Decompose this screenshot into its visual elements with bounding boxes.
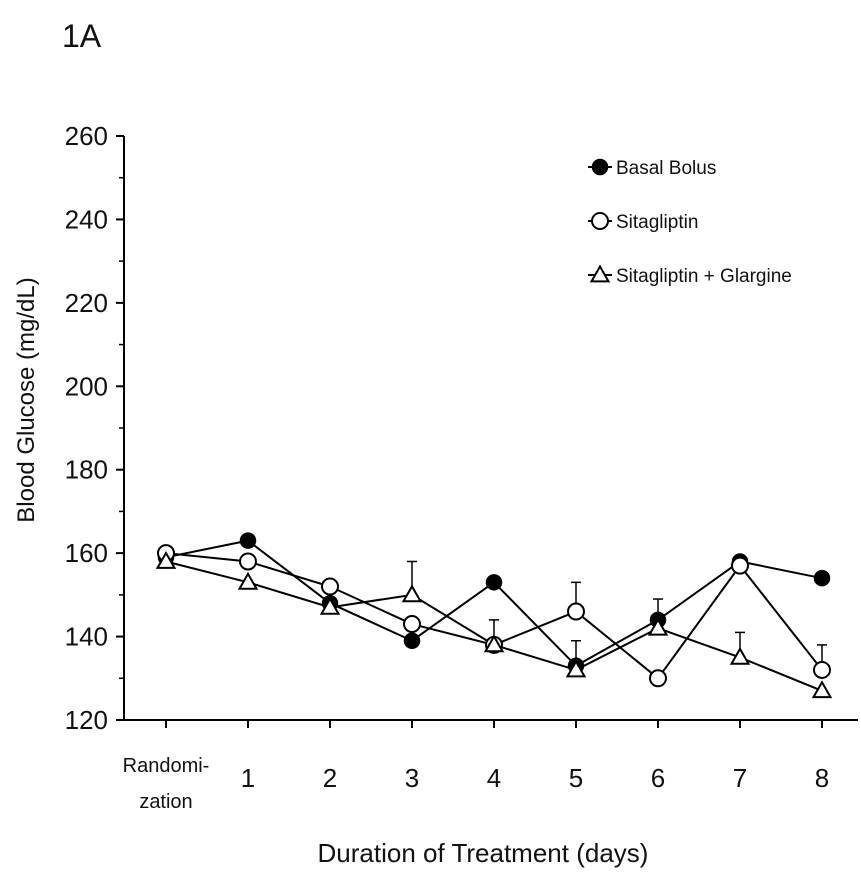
- data-point-0: [403, 632, 421, 649]
- data-point-2: [565, 659, 587, 678]
- data-point-2: [401, 584, 423, 603]
- data-point-1: [567, 602, 585, 621]
- data-point-1: [321, 577, 339, 596]
- data-point-2: [319, 596, 341, 615]
- y-tick-label: 180: [65, 455, 108, 485]
- x-tick-label-line: Randomi-: [123, 755, 210, 777]
- data-point-1: [403, 615, 421, 634]
- y-tick-label: 140: [65, 622, 108, 652]
- legend-marker: [591, 158, 609, 176]
- x-tick-label: 5: [569, 763, 583, 793]
- y-tick-label: 260: [65, 121, 108, 151]
- x-tick-label-line: zation: [139, 791, 192, 813]
- data-point-2: [647, 617, 669, 636]
- data-point-2: [483, 634, 505, 653]
- legend-label: Sitagliptin + Glargine: [616, 266, 792, 287]
- data-point-0: [813, 569, 831, 587]
- legend-marker: [589, 264, 611, 283]
- data-point-1: [731, 556, 749, 575]
- data-point-1: [813, 660, 831, 679]
- y-axis-label: Blood Glucose (mg/dL): [13, 277, 40, 522]
- legend: Basal Bolus Sitagliptin Sitagliptin + Glar…: [588, 158, 792, 287]
- panel-label: 1A: [62, 18, 102, 54]
- data-point-0: [485, 574, 503, 591]
- x-tick-label: 3: [405, 763, 419, 793]
- legend-label: Sitagliptin: [616, 212, 698, 233]
- data-point-1: [239, 552, 257, 571]
- y-ticks: 120 140 160 180 200 220 240 260: [65, 121, 124, 735]
- y-tick-label: 160: [65, 538, 108, 568]
- y-tick-label: 200: [65, 371, 108, 401]
- x-axis-label: Duration of Treatment (days): [318, 838, 649, 868]
- data-point-2: [811, 680, 833, 699]
- y-tick-label: 220: [65, 288, 108, 318]
- series-markers: [155, 532, 833, 699]
- x-tick-label: Randomi-zation: [123, 755, 210, 813]
- data-point-2: [729, 646, 751, 665]
- legend-marker: [591, 212, 609, 230]
- x-ticks: Randomi-zation 1 2 3 4 5 6 7 8: [123, 720, 829, 813]
- data-point-2: [155, 550, 177, 569]
- error-bars: [407, 560, 827, 670]
- data-point-0: [239, 532, 257, 549]
- data-point-1: [649, 669, 667, 688]
- x-tick-label: 6: [651, 763, 665, 793]
- y-tick-label: 120: [65, 705, 108, 735]
- y-tick-label: 240: [65, 204, 108, 234]
- x-tick-label: 2: [323, 763, 337, 793]
- series-line-1: [165, 552, 823, 680]
- series-lines: [165, 539, 823, 692]
- x-tick-label: 7: [733, 763, 747, 793]
- axes: [123, 136, 858, 721]
- data-point-2: [237, 571, 259, 590]
- x-tick-label: 1: [241, 763, 255, 793]
- x-tick-label: 8: [815, 763, 829, 793]
- legend-label: Basal Bolus: [616, 158, 716, 179]
- x-tick-label: 4: [487, 763, 501, 793]
